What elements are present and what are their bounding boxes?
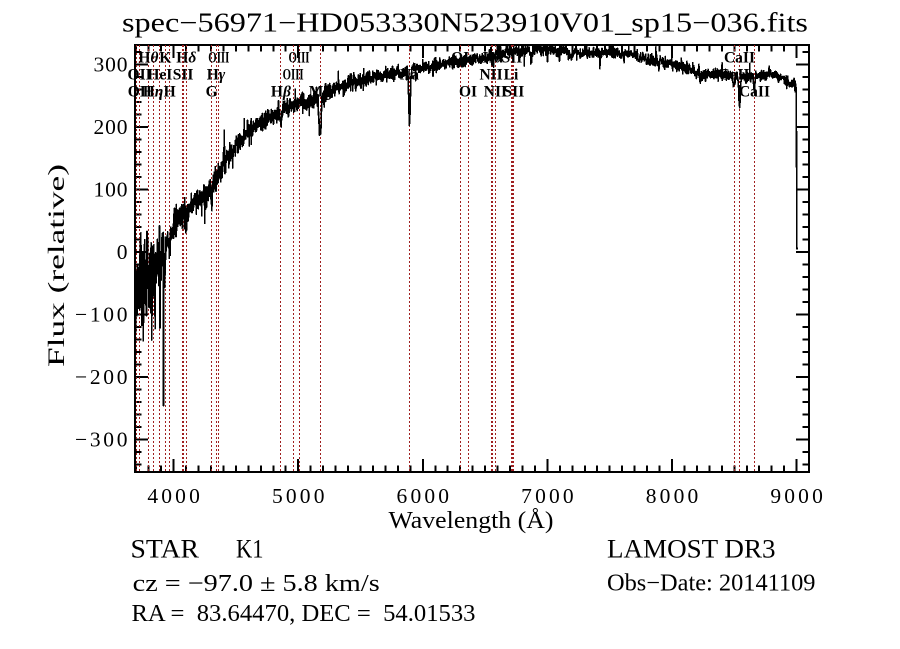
svg-text:STAR: STAR bbox=[131, 535, 200, 564]
svg-text:Wavelength (Å): Wavelength (Å) bbox=[389, 508, 554, 534]
svg-text:K: K bbox=[159, 50, 171, 67]
svg-text:OI: OI bbox=[451, 50, 469, 67]
svg-text:RA = 83.64470, DEC = 54.0153: RA = 83.64470, DEC = 54.01533 bbox=[132, 601, 476, 627]
svg-text:NII: NII bbox=[484, 84, 507, 101]
svg-text:NII: NII bbox=[479, 67, 502, 84]
svg-text:Hη: Hη bbox=[143, 84, 164, 101]
svg-text:OI: OI bbox=[459, 84, 477, 101]
svg-text:300: 300 bbox=[94, 52, 128, 76]
svg-text:LAMOST DR3: LAMOST DR3 bbox=[607, 535, 776, 564]
svg-text:OIII: OIII bbox=[283, 67, 304, 84]
svg-text:OII: OII bbox=[128, 67, 152, 84]
svg-text:K1: K1 bbox=[236, 535, 264, 564]
svg-text:H: H bbox=[164, 84, 176, 101]
svg-text:SII: SII bbox=[502, 50, 523, 67]
svg-text:Hβ: Hβ bbox=[271, 84, 291, 101]
svg-text:Hγ: Hγ bbox=[207, 67, 226, 84]
svg-text:SII: SII bbox=[173, 67, 194, 84]
svg-text:spec−56971−HD053330N523910V01_: spec−56971−HD053330N523910V01_sp15−036.f… bbox=[122, 8, 808, 38]
svg-text:Obs−Date: 20141109: Obs−Date: 20141109 bbox=[607, 571, 816, 597]
svg-text:SII: SII bbox=[504, 84, 525, 101]
svg-text:OII: OII bbox=[128, 84, 152, 101]
svg-text:200: 200 bbox=[94, 115, 128, 139]
svg-text:Hδ: Hδ bbox=[176, 50, 196, 67]
svg-text:Hα: Hα bbox=[483, 50, 504, 67]
svg-text:CaII: CaII bbox=[724, 50, 755, 67]
svg-text:0: 0 bbox=[117, 240, 128, 264]
svg-text:Mg: Mg bbox=[309, 84, 332, 101]
svg-text:cz = −97.0 ± 5.8 km/s: cz = −97.0 ± 5.8 km/s bbox=[133, 571, 380, 597]
svg-text:OIII: OIII bbox=[289, 50, 310, 67]
svg-text:Li: Li bbox=[504, 67, 519, 84]
svg-text:Na: Na bbox=[400, 67, 419, 84]
svg-text:CaII: CaII bbox=[739, 84, 770, 101]
svg-text:100: 100 bbox=[94, 177, 128, 201]
svg-text:G: G bbox=[206, 84, 218, 101]
svg-text:OIII: OIII bbox=[208, 50, 229, 67]
svg-text:Flux (relative): Flux (relative) bbox=[44, 164, 69, 367]
svg-text:CaII: CaII bbox=[719, 67, 750, 84]
svg-text:HeI: HeI bbox=[147, 67, 172, 84]
svg-text:Hθ: Hθ bbox=[138, 50, 158, 67]
